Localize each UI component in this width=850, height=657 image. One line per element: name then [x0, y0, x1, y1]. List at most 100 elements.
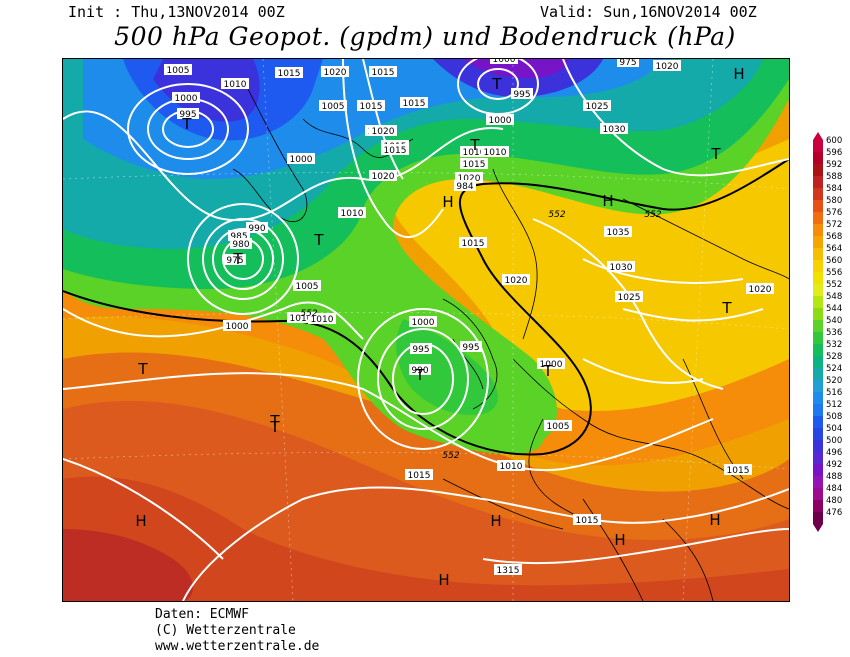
isobar-label: 984: [456, 182, 473, 192]
legend-swatch: [813, 416, 823, 428]
isobar-label: 1000: [290, 155, 313, 165]
label-background: [369, 125, 397, 136]
isobar-label: 1005: [296, 282, 319, 292]
isobar-label: 1015: [384, 146, 407, 156]
legend-level-label: 508: [826, 412, 842, 422]
isobar-label: 1000: [540, 360, 563, 370]
high-pressure-marker: H: [709, 511, 720, 529]
isobar-label: 1005: [547, 422, 570, 432]
label-background: [275, 67, 303, 78]
label-background: [653, 60, 681, 71]
isobar-label: 1025: [586, 102, 609, 112]
label-background: [338, 207, 366, 218]
geopotential-label: 552: [300, 309, 317, 319]
isobar-label: 1020: [656, 62, 679, 72]
legend-swatch: [813, 284, 823, 296]
low-pressure-marker: T: [542, 362, 553, 380]
isobar-label: 1020: [505, 276, 528, 286]
low-pressure-marker: T: [414, 366, 425, 384]
label-background: [615, 291, 643, 302]
label-background: [511, 88, 533, 99]
legend-level-label: 576: [826, 208, 842, 218]
legend-arrow-down: [813, 524, 823, 532]
legend-swatch: [813, 296, 823, 308]
geopotential-label: 552: [442, 451, 459, 461]
legend-swatch: [813, 188, 823, 200]
label-background: [172, 92, 200, 103]
isobar-label: 1020: [372, 172, 395, 182]
label-background: [293, 280, 321, 291]
low-pressure-marker: T: [269, 418, 280, 436]
isobar-label: 1000: [175, 94, 198, 104]
legend-level-label: 560: [826, 256, 842, 266]
legend-swatch: [813, 152, 823, 164]
isobar-label: 1005: [322, 102, 345, 112]
label-background: [459, 237, 487, 248]
legend-level-label: 596: [826, 148, 842, 158]
label-background: [287, 312, 315, 323]
high-pressure-marker: H: [438, 571, 449, 589]
label-background: [607, 261, 635, 272]
legend-swatch: [813, 512, 823, 524]
isobar-label: 1000: [493, 59, 516, 65]
legend-level-label: 536: [826, 328, 842, 338]
isobar-label: 1030: [610, 263, 633, 273]
label-background: [460, 158, 488, 169]
isobar-label: 1015: [463, 160, 486, 170]
credits: Daten: ECMWF (C) Wetterzentrale www.wett…: [155, 607, 319, 655]
isobar-label: 1315: [497, 566, 520, 576]
isobar-label: 1000: [226, 322, 249, 332]
isobar-label: 1015: [372, 68, 395, 78]
isobar-label: 975: [619, 59, 636, 68]
legend-swatch: [813, 356, 823, 368]
legend-level-label: 588: [826, 172, 842, 182]
isobar-label: 995: [513, 90, 530, 100]
legend-arrow-up: [813, 132, 823, 140]
isobar-label: 1000: [412, 318, 435, 328]
label-background: [455, 172, 483, 183]
low-pressure-marker: T: [721, 299, 732, 317]
isobar-label: 1015: [278, 69, 301, 79]
legend-swatch: [813, 212, 823, 224]
label-background: [319, 100, 347, 111]
legend-level-label: 524: [826, 364, 842, 374]
isobar-label: 995: [412, 345, 429, 355]
isobar-label: 1010: [484, 148, 507, 158]
legend-level-label: 528: [826, 352, 842, 362]
label-background: [544, 420, 572, 431]
legend-level-label: 592: [826, 160, 842, 170]
legend-swatch: [813, 176, 823, 188]
legend-swatch: [813, 380, 823, 392]
legend-swatch: [813, 428, 823, 440]
legend-swatch: [813, 236, 823, 248]
low-pressure-marker: T: [232, 250, 243, 268]
isobar-label: 995: [179, 110, 196, 120]
low-pressure-marker: T: [137, 360, 148, 378]
isobar-label: 1010: [341, 209, 364, 219]
isobar-label: 1035: [607, 228, 630, 238]
isobar-label: 1020: [749, 285, 772, 295]
label-background: [573, 514, 601, 525]
isobar-label: 1015: [576, 516, 599, 526]
label-background: [486, 114, 514, 125]
legend-swatch: [813, 392, 823, 404]
isobar-label: 1015: [403, 99, 426, 109]
legend-level-label: 568: [826, 232, 842, 242]
legend-swatch: [813, 344, 823, 356]
legend-swatch: [813, 224, 823, 236]
isobar-label: 975: [226, 256, 243, 266]
label-background: [497, 460, 525, 471]
label-background: [405, 469, 433, 480]
high-pressure-marker: H: [490, 512, 501, 530]
isobar-label: 1025: [618, 293, 641, 303]
high-pressure-marker: H: [733, 65, 744, 83]
legend-swatch: [813, 452, 823, 464]
legend-swatch: [813, 464, 823, 476]
website-link[interactable]: www.wetterzentrale.de: [155, 639, 320, 654]
data-source: Daten: ECMWF: [155, 607, 249, 622]
high-pressure-marker: H: [442, 193, 453, 211]
label-background: [537, 358, 565, 369]
legend-level-label: 516: [826, 388, 842, 398]
legend-swatch: [813, 308, 823, 320]
label-background: [454, 180, 476, 191]
